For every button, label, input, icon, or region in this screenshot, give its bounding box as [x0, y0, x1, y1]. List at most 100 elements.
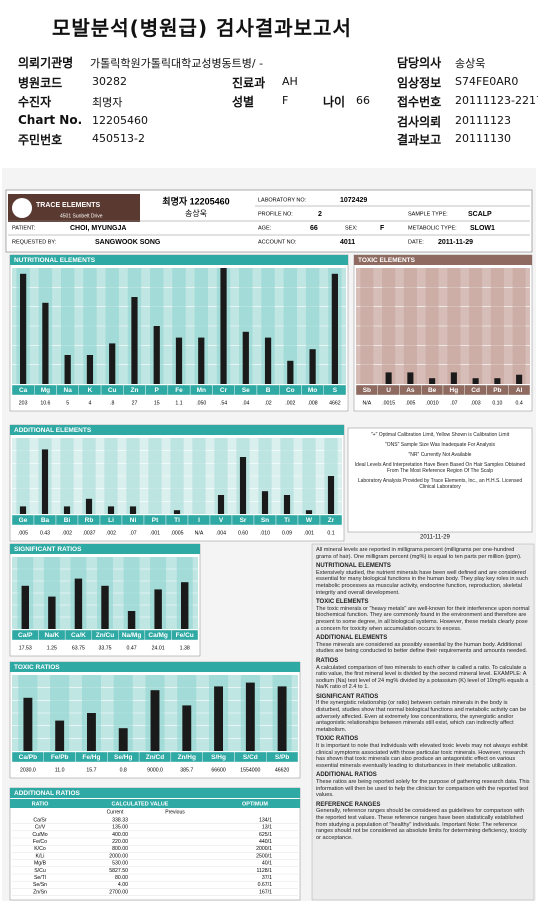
element-value: .07 [129, 530, 136, 536]
element-value: 63.75 [72, 645, 85, 651]
graph-column [123, 557, 140, 629]
element-label: Ni [130, 517, 137, 524]
field-value: AH [282, 75, 298, 88]
info-label: LABORATORY NO: [258, 197, 307, 203]
field-label: 성별 [232, 95, 255, 109]
element-value: 0.09 [282, 530, 292, 536]
info-label: PATIENT: [12, 225, 36, 231]
graph-column [447, 268, 461, 384]
legend-line: "NR" Currently Not Available [408, 452, 472, 458]
element-label: B [266, 387, 271, 394]
field-label: 담당의사 [397, 56, 442, 70]
graph-column [261, 268, 275, 384]
element-label: Tl [174, 517, 180, 524]
element-value: 33.75 [99, 645, 112, 651]
ratio-optimum: 37/1 [262, 875, 272, 881]
field-label: 접수번호 [397, 95, 442, 109]
element-value: 11.0 [55, 767, 65, 773]
field-value: 가톨릭학원가톨릭대학교성병동트병/ - [90, 57, 264, 70]
level-bar [21, 585, 30, 629]
graph-column [382, 268, 396, 384]
panel-title: ADDITIONAL ELEMENTS [14, 427, 92, 434]
element-value: 24.01 [152, 645, 165, 651]
note-heading: TOXIC ELEMENTS [316, 599, 369, 606]
element-label: Mn [197, 387, 206, 394]
panel-header [10, 425, 344, 435]
graph-column [16, 438, 30, 514]
element-value: 0.10 [492, 400, 502, 406]
info-label: AGE: [258, 225, 272, 231]
notes-text: All mineral levels are reported in milli… [316, 547, 530, 841]
element-label: Mo [308, 387, 317, 394]
graph-column [83, 268, 97, 384]
ratio-optimum: 2000/1 [256, 846, 272, 852]
element-value: 17.53 [19, 645, 32, 651]
element-value: .002 [285, 400, 295, 406]
info-value: SCALP [468, 211, 492, 218]
info-value: 66 [310, 225, 318, 232]
note-text: These ratios are being reported solely f… [316, 779, 530, 799]
level-bar [64, 355, 71, 384]
column-head: CALCULATED VALUE [112, 801, 169, 807]
element-value: .008 [308, 400, 318, 406]
ratio-value: 338.33 [112, 817, 128, 823]
element-value: .0010 [426, 400, 439, 406]
info-value: 2 [318, 211, 322, 218]
field-value: 최명자 [92, 96, 123, 109]
ratio-value: 220.00 [112, 839, 128, 845]
element-label: Na/Mg [122, 632, 142, 639]
graph-column [403, 268, 417, 384]
name-line: 최명자 12205460 [162, 195, 229, 206]
element-label: Hg [450, 387, 459, 394]
level-bar [129, 506, 137, 514]
element-value: 15 [154, 400, 160, 406]
element-label: Zn/Cu [96, 632, 114, 639]
level-bar [173, 510, 181, 514]
legend-line: "+" Optimal Calibration Limit, Yellow Sh… [370, 432, 510, 438]
note-heading: ADDITIONAL ELEMENTS [316, 635, 388, 642]
element-value: N/A [195, 530, 204, 536]
ratio-value: 2700.00 [109, 889, 128, 895]
element-label: Ca/Mg [148, 632, 168, 639]
info-value: 2011-11-29 [438, 239, 473, 246]
element-label: Se/Hg [114, 754, 132, 761]
level-bar [41, 449, 49, 514]
field-label: 진료과 [232, 76, 266, 90]
level-bar [153, 326, 160, 384]
element-value: 2030.0 [20, 767, 36, 773]
field-value: 30282 [92, 75, 127, 88]
info-label: ACCOUNT NO: [258, 239, 297, 245]
ratio-name: Se/Sn [33, 882, 47, 888]
graph-column [305, 268, 320, 384]
element-label: Ba [41, 517, 50, 524]
element-value: .010 [260, 530, 270, 536]
level-bar [277, 686, 287, 751]
level-bar [429, 378, 436, 384]
level-bar [19, 506, 27, 514]
sub-column-head: Current [107, 809, 124, 815]
graph-column [126, 438, 140, 514]
field-value: S74FE0AR0 [455, 75, 519, 88]
field-label: Chart No. [18, 113, 83, 127]
info-value: 1072429 [340, 197, 367, 204]
info-value: SANGWOOK SONG [95, 239, 161, 246]
element-label: Ca [19, 387, 28, 394]
element-value: 0.1 [327, 530, 334, 536]
info-label: SAMPLE TYPE: [408, 211, 448, 217]
element-label: P [155, 387, 160, 394]
element-value: .8 [110, 400, 114, 406]
ratio-name: Cu/Mo [32, 832, 47, 838]
legend-line: Laboratory Analysis Provided by Trace El… [357, 478, 523, 490]
level-bar [283, 495, 291, 514]
report-title: 모발분석(병원급) 검사결과보고서 [52, 16, 352, 40]
element-label: Ca/Pb [19, 754, 37, 761]
ratio-optimum: 40/1 [262, 861, 272, 867]
level-bar [198, 337, 205, 384]
element-value: 10.6 [40, 400, 50, 406]
ratio-value: 530.00 [112, 861, 128, 867]
element-label: Ge [19, 517, 28, 524]
graph-column [43, 557, 60, 629]
level-bar [86, 713, 96, 751]
element-label: Sn [261, 517, 269, 524]
